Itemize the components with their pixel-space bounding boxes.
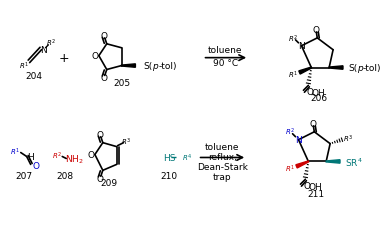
Text: 90 °C: 90 °C xyxy=(213,59,238,68)
Text: Dean-Stark: Dean-Stark xyxy=(197,162,248,171)
Text: O: O xyxy=(313,26,320,35)
Text: O: O xyxy=(32,161,39,170)
Text: 208: 208 xyxy=(57,171,74,180)
Text: p: p xyxy=(357,64,362,73)
Polygon shape xyxy=(329,67,343,70)
Text: OH: OH xyxy=(308,182,322,191)
Polygon shape xyxy=(296,161,309,168)
Polygon shape xyxy=(299,68,311,75)
Text: $R^2$: $R^2$ xyxy=(288,33,298,44)
Text: SR$^4$: SR$^4$ xyxy=(345,155,362,168)
Text: toluene: toluene xyxy=(205,143,240,151)
Text: toluene: toluene xyxy=(208,46,243,55)
Text: N: N xyxy=(295,136,302,145)
Text: $R^1$: $R^1$ xyxy=(10,146,20,158)
Text: O: O xyxy=(96,131,103,140)
Text: O: O xyxy=(310,120,317,129)
Text: 207: 207 xyxy=(15,171,32,180)
Text: 209: 209 xyxy=(100,178,117,187)
Text: O: O xyxy=(304,181,311,190)
Polygon shape xyxy=(326,160,340,163)
Text: $R^3$: $R^3$ xyxy=(343,133,353,145)
Text: $R^4$: $R^4$ xyxy=(182,152,192,163)
Text: O: O xyxy=(307,87,314,96)
Text: reflux,: reflux, xyxy=(208,152,237,161)
Text: H: H xyxy=(27,152,34,161)
Text: $R^1$: $R^1$ xyxy=(285,163,295,174)
Text: trap: trap xyxy=(213,172,232,181)
Text: N: N xyxy=(298,42,305,51)
Polygon shape xyxy=(122,64,136,68)
Text: 204: 204 xyxy=(25,72,42,81)
Text: -tol): -tol) xyxy=(363,64,381,73)
Text: -tol): -tol) xyxy=(158,62,177,71)
Text: O: O xyxy=(100,32,107,41)
Text: $R^2$: $R^2$ xyxy=(285,127,295,138)
Text: 211: 211 xyxy=(308,189,325,198)
Text: HS: HS xyxy=(163,153,175,162)
Text: S(: S( xyxy=(348,64,357,73)
Text: $R^2$: $R^2$ xyxy=(46,38,56,49)
Text: O: O xyxy=(96,174,103,183)
Text: 206: 206 xyxy=(311,93,328,102)
Text: $R^3$: $R^3$ xyxy=(121,136,132,148)
Text: O: O xyxy=(91,52,98,61)
Text: +: + xyxy=(59,52,70,65)
Text: $R^1$: $R^1$ xyxy=(288,69,298,81)
Text: O: O xyxy=(88,150,94,159)
Text: 205: 205 xyxy=(113,79,130,87)
Text: NH$_2$: NH$_2$ xyxy=(65,153,83,165)
Text: $R^1$: $R^1$ xyxy=(19,61,29,72)
Text: OH: OH xyxy=(311,88,325,97)
Text: p: p xyxy=(152,62,158,71)
Text: $R^2$: $R^2$ xyxy=(52,150,62,161)
Text: 210: 210 xyxy=(161,171,177,180)
Text: S(: S( xyxy=(143,62,152,71)
Text: O: O xyxy=(100,74,107,83)
Text: N: N xyxy=(40,46,47,55)
